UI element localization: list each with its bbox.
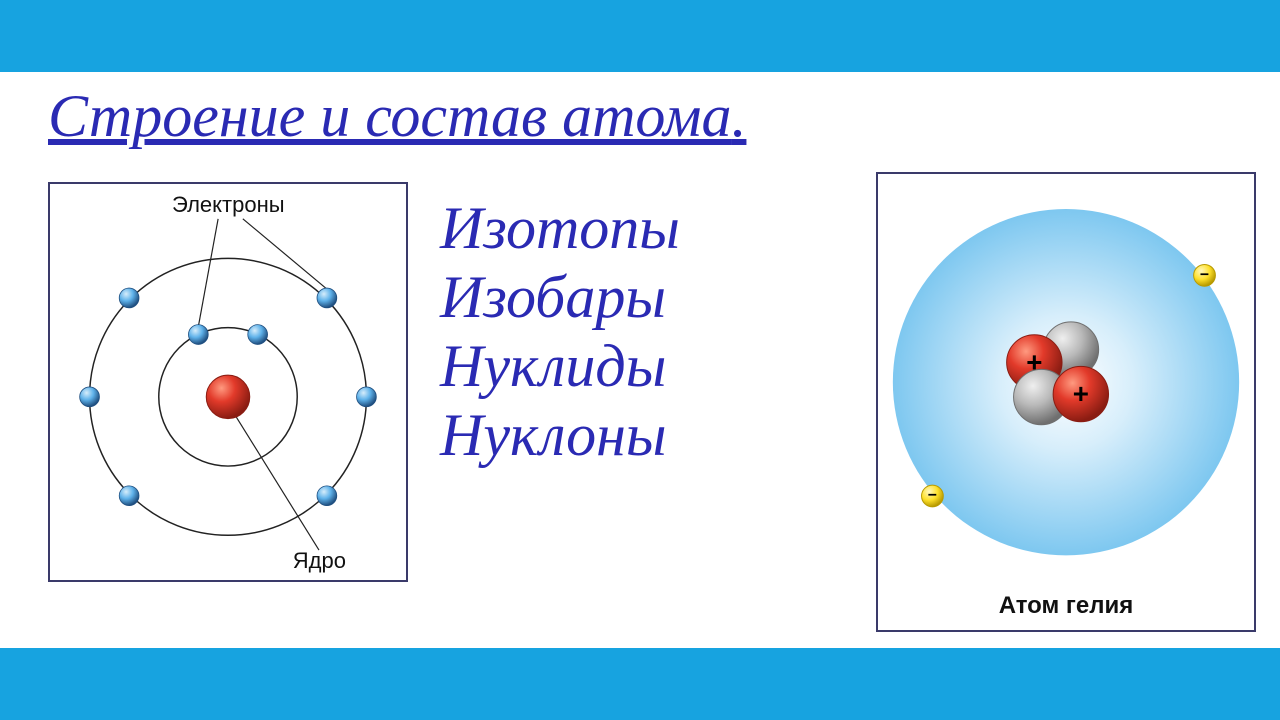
title-dot: . xyxy=(731,83,746,149)
svg-text:−: − xyxy=(928,487,937,504)
svg-text:−: − xyxy=(1200,266,1209,283)
term-nucleons: Нуклоны xyxy=(440,404,680,467)
svg-text:+: + xyxy=(1073,378,1089,409)
slide-title: Строение и состав атома. xyxy=(48,82,746,151)
bohr-model-svg xyxy=(50,184,406,580)
bohr-model-panel: Электроны Ядро xyxy=(48,182,408,582)
slide-frame: Строение и состав атома. Электроны xyxy=(0,0,1280,720)
helium-label: Атом гелия xyxy=(878,592,1254,620)
frame-top-bar xyxy=(0,0,1280,72)
frame-bottom-bar xyxy=(0,648,1280,720)
term-nuclides: Нуклиды xyxy=(440,335,680,398)
nucleus-label: Ядро xyxy=(293,548,346,574)
term-isotopes: Изотопы xyxy=(440,197,680,260)
terms-list: Изотопы Изобары Нуклиды Нуклоны xyxy=(440,197,680,467)
helium-atom-panel: ++−− Атом гелия xyxy=(876,172,1256,632)
title-text: Строение и состав атома xyxy=(48,83,731,149)
term-isobars: Изобары xyxy=(440,266,680,329)
helium-atom-svg: ++−− xyxy=(878,174,1254,630)
slide-content: Строение и состав атома. Электроны xyxy=(0,72,1280,648)
